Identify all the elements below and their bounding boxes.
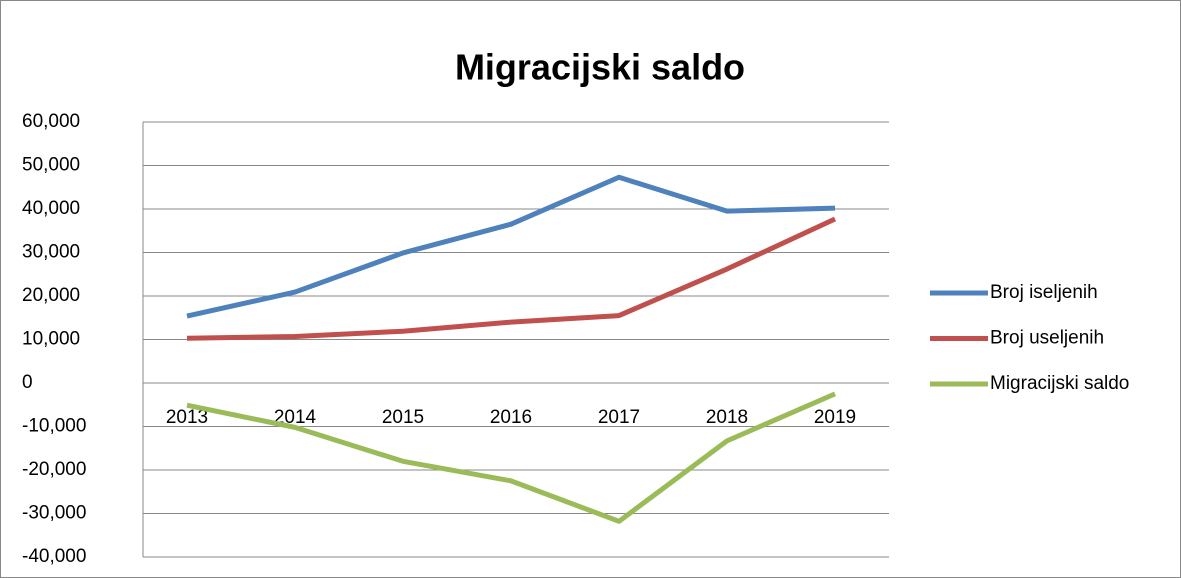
- x-tick-label: 2015: [382, 407, 424, 428]
- chart-title: Migracijski saldo: [455, 47, 745, 88]
- legend-label: Broj iseljenih: [990, 282, 1098, 303]
- series-line: [186, 174, 836, 319]
- y-tick-label: -40,000: [22, 546, 86, 567]
- y-tick-label: 0: [22, 372, 33, 393]
- y-tick-label: 10,000: [22, 329, 80, 350]
- x-tick-label: 2018: [706, 407, 748, 428]
- x-tick-label: 2017: [598, 407, 640, 428]
- x-tick-label: 2013: [166, 407, 208, 428]
- y-tick-label: -30,000: [22, 503, 86, 524]
- series-line: [186, 391, 836, 524]
- y-tick-label: -10,000: [22, 416, 86, 437]
- y-tick-label: 60,000: [22, 111, 80, 132]
- series-line: [186, 216, 837, 341]
- x-tick-label: 2016: [490, 407, 532, 428]
- legend-label: Broj useljenih: [990, 328, 1104, 349]
- y-tick-label: 40,000: [22, 198, 80, 219]
- y-tick-label: 20,000: [22, 285, 80, 306]
- legend-label: Migracijski saldo: [990, 373, 1129, 394]
- y-tick-label: -20,000: [22, 459, 86, 480]
- x-tick-label: 2019: [814, 407, 856, 428]
- y-tick-label: 50,000: [22, 155, 80, 176]
- y-tick-label: 30,000: [22, 242, 80, 263]
